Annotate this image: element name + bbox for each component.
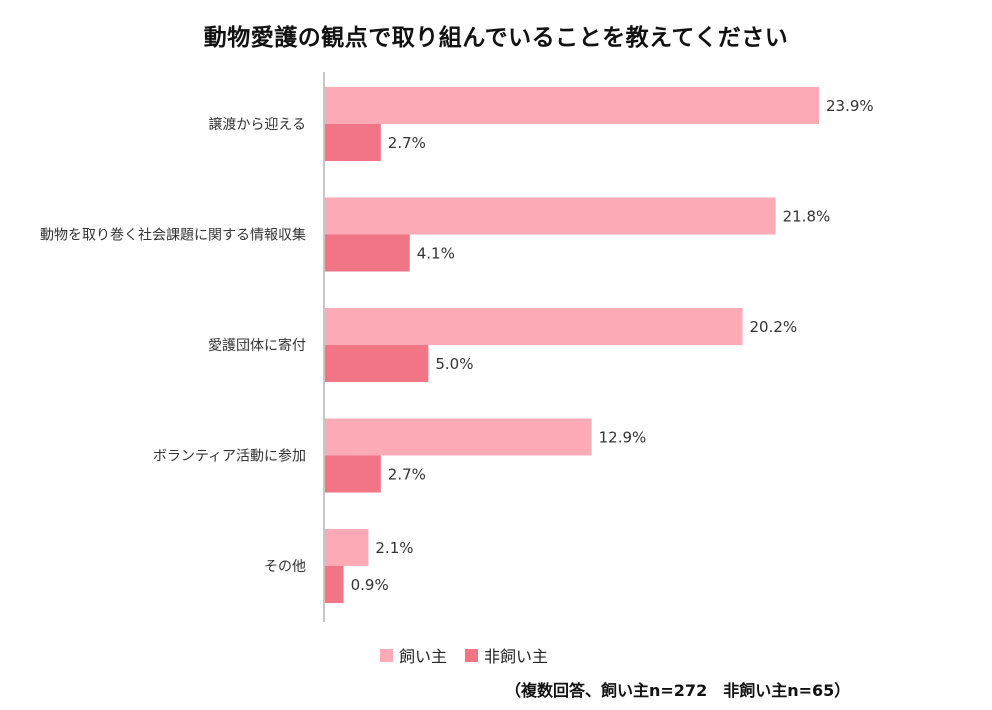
category-label: 譲渡から迎える	[208, 117, 306, 133]
value-label-non-owner: 5.0%	[435, 355, 473, 373]
category-label: ボランティア活動に参加	[153, 448, 306, 465]
bar-non-owner	[325, 124, 381, 161]
bar-non-owner	[325, 566, 344, 603]
category-label: 動物を取り巻く社会課題に関する情報収集	[40, 227, 306, 244]
value-label-owner: 21.8%	[783, 208, 831, 226]
value-label-owner: 20.2%	[750, 318, 798, 336]
value-label-non-owner: 0.9%	[351, 576, 389, 594]
labels-layer: 譲渡から迎える 23.9% 2.7% 動物を取り巻く社会課題に関する情報収集 21.8%…	[40, 97, 874, 594]
value-label-owner: 23.9%	[826, 97, 874, 115]
bar-owner	[325, 308, 743, 345]
bar-owner	[325, 87, 819, 124]
bar-owner	[325, 418, 592, 456]
value-label-non-owner: 4.1%	[417, 245, 455, 263]
category-label: 愛護団体に寄付	[208, 337, 306, 354]
value-label-non-owner: 2.7%	[388, 134, 426, 152]
value-label-owner: 12.9%	[599, 429, 647, 447]
bar-owner	[325, 529, 369, 566]
bars-layer	[325, 87, 819, 603]
bar-non-owner	[325, 345, 429, 382]
legend-label-owner: 飼い主	[399, 647, 448, 666]
bar-owner	[325, 197, 776, 235]
legend-item-owner: 飼い主	[380, 643, 447, 667]
sample-size-note: （複数回答、飼い主n=272 非飼い主n=65）	[505, 681, 851, 700]
bar-non-owner	[325, 455, 381, 493]
legend-label-non-owner: 非飼い主	[484, 647, 549, 666]
value-label-non-owner: 2.7%	[388, 466, 426, 484]
value-label-owner: 2.1%	[375, 539, 413, 557]
legend-swatch-non-owner	[465, 648, 479, 662]
category-label: その他	[264, 559, 306, 575]
bar-non-owner	[325, 234, 410, 272]
legend-item-non-owner: 非飼い主	[465, 643, 548, 667]
legend: 飼い主 非飼い主	[380, 643, 566, 667]
legend-swatch-owner	[380, 648, 393, 662]
chart-title: 動物愛護の観点で取り組んでいることを教えてください	[203, 25, 789, 51]
